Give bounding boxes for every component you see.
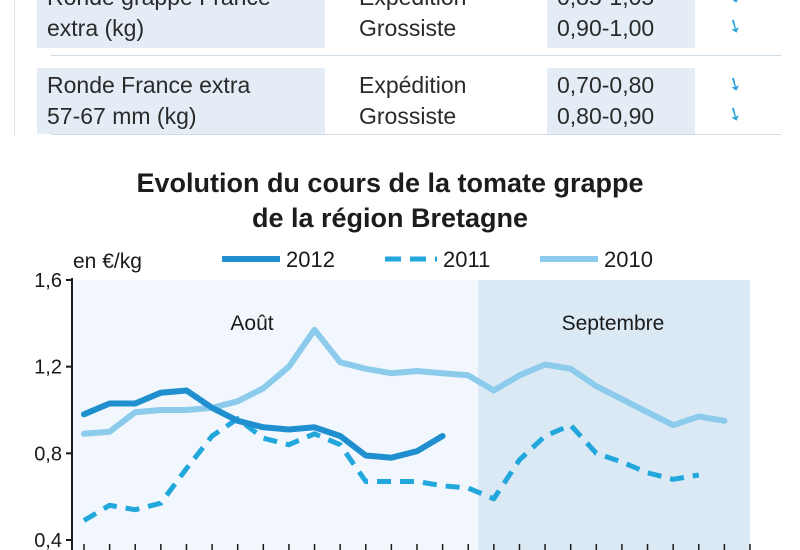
product-name-line1: Ronde France extra xyxy=(47,72,251,98)
y-tick-label: 0,8 xyxy=(34,443,62,465)
chart-title-line1: Evolution du cours de la tomate grappe xyxy=(136,168,644,198)
price-range-2: 0,90-1,00 xyxy=(557,15,655,41)
series-line-2012 xyxy=(81,387,446,461)
row-divider xyxy=(51,134,781,135)
product-name-line2: 57-67 mm (kg) xyxy=(47,103,197,129)
product-name-line1: Ronde grappe France xyxy=(47,0,271,13)
row-divider xyxy=(51,55,781,56)
price-range-2: 0,80-0,90 xyxy=(557,103,655,129)
y-tick-label: 1,6 xyxy=(34,270,62,292)
product-cell xyxy=(37,68,325,134)
period-label-septembre: Septembre xyxy=(562,312,665,335)
y-axis-label: en €/kg xyxy=(73,250,142,273)
price-row: Ronde France extra 57-67 mm (kg) Expédit… xyxy=(37,68,782,134)
plot-background-aout xyxy=(72,280,478,550)
period-label-aout: Août xyxy=(230,312,273,335)
market-type-1: Expédition xyxy=(359,0,466,13)
legend-label-2012: 2012 xyxy=(286,247,335,272)
series-line-2010 xyxy=(81,326,728,437)
price-cell xyxy=(547,0,695,48)
price-row: Ronde grappe France extra (kg) Expéditio… xyxy=(37,0,782,48)
product-cell xyxy=(37,0,325,48)
product-name-line2: extra (kg) xyxy=(47,15,145,41)
series-line-2011 xyxy=(82,416,700,523)
chart-title-line2: de la région Bretagne xyxy=(251,203,529,233)
legend-label-2011: 2011 xyxy=(443,247,490,272)
market-type-2: Grossiste xyxy=(359,103,457,129)
y-tick-label: 1,2 xyxy=(34,357,62,379)
y-tick-label: 0,4 xyxy=(34,530,62,550)
market-type-2: Grossiste xyxy=(359,15,457,41)
legend-label-2010: 2010 xyxy=(604,247,653,272)
price-cell xyxy=(547,68,695,134)
price-table: Ronde grappe France extra (kg) Expéditio… xyxy=(14,0,781,136)
market-type-1: Expédition xyxy=(359,72,467,98)
price-range-1: 0,70-0,80 xyxy=(557,72,655,98)
price-range-1: 0,85-1,05 xyxy=(557,0,654,13)
